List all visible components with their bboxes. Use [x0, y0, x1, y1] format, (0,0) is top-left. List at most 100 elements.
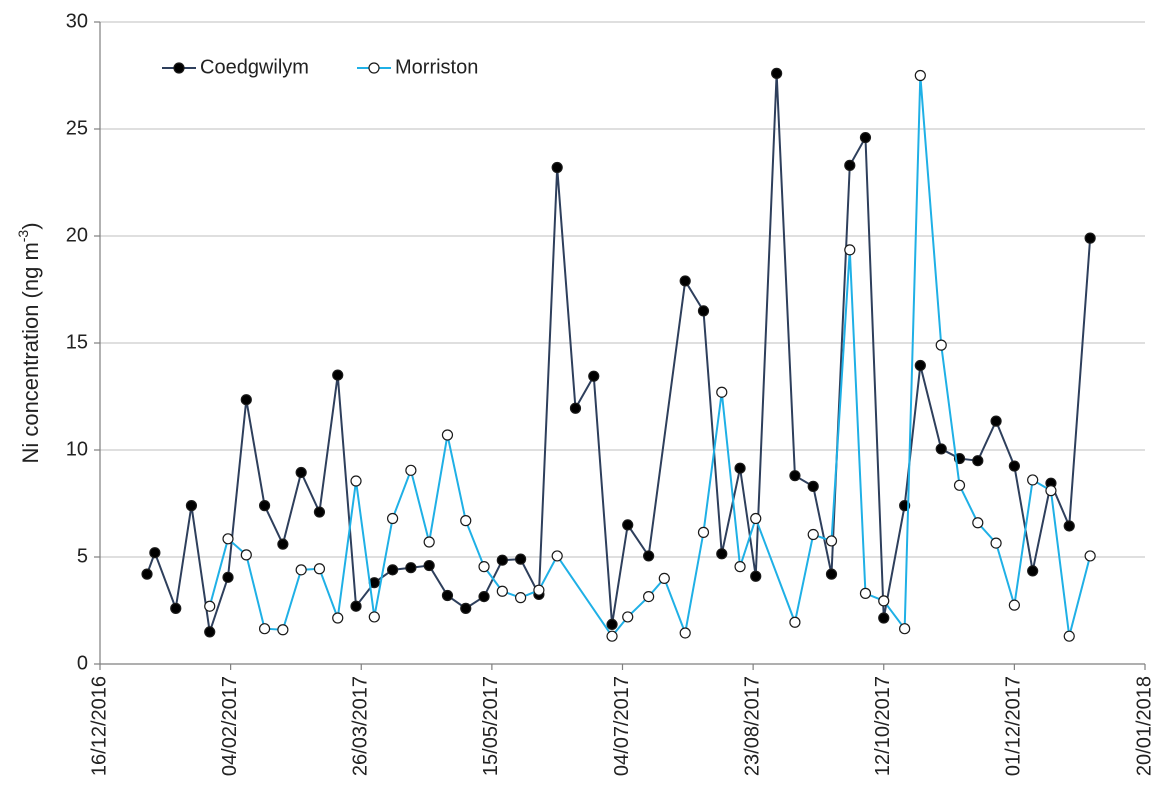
data-point	[405, 562, 417, 574]
data-point	[859, 587, 872, 599]
data-point	[622, 519, 634, 531]
x-tick-label: 20/01/2018	[1133, 676, 1155, 776]
data-point	[1084, 550, 1096, 562]
data-point	[878, 595, 890, 607]
data-point	[387, 564, 399, 576]
data-point	[222, 533, 234, 545]
data-point	[478, 561, 490, 573]
data-point	[734, 462, 746, 474]
y-tick-label: 10	[66, 438, 88, 460]
data-point	[515, 592, 527, 604]
data-point	[1063, 630, 1075, 642]
data-point	[441, 429, 454, 441]
data-point	[350, 475, 362, 487]
data-point	[734, 561, 746, 573]
data-point	[423, 559, 435, 572]
data-point	[990, 537, 1002, 549]
x-tick-label: 16/12/2016	[88, 676, 110, 776]
data-point	[588, 370, 600, 382]
data-point	[350, 600, 362, 612]
data-point	[807, 528, 819, 541]
data-point	[606, 618, 618, 631]
data-point	[972, 517, 984, 529]
data-point	[185, 500, 198, 512]
data-point	[332, 612, 344, 624]
data-point	[240, 394, 252, 406]
data-point	[1084, 232, 1096, 244]
data-point	[878, 612, 890, 624]
x-tick-label: 15/05/2017	[480, 676, 502, 776]
data-point	[204, 600, 216, 612]
data-point	[697, 526, 710, 538]
data-point	[750, 570, 762, 582]
data-point	[460, 515, 472, 527]
legend-marker	[173, 62, 185, 74]
data-point	[716, 386, 728, 398]
x-tick-label: 04/07/2017	[611, 676, 633, 776]
data-point	[515, 553, 527, 565]
data-point	[771, 67, 783, 79]
data-point	[313, 506, 326, 518]
data-point	[240, 549, 252, 561]
data-point	[606, 630, 618, 642]
data-point	[844, 159, 856, 171]
y-axis-label-sup: -3	[15, 230, 31, 243]
data-point	[368, 611, 380, 623]
data-point	[258, 623, 271, 635]
data-point	[551, 161, 563, 174]
legend-label: Coedgwilym	[200, 56, 309, 78]
legend-label: Morriston	[395, 56, 478, 78]
data-point	[204, 626, 216, 638]
data-point	[387, 512, 399, 525]
data-point	[496, 585, 508, 597]
x-tick-label: 12/10/2017	[872, 676, 894, 776]
data-point	[222, 571, 234, 583]
data-point	[170, 602, 182, 614]
data-point	[277, 538, 289, 550]
data-point	[277, 624, 289, 636]
data-point	[807, 480, 819, 492]
data-point	[679, 275, 691, 287]
data-point	[313, 563, 326, 575]
data-point	[953, 479, 966, 491]
data-point	[658, 572, 670, 585]
data-point	[496, 554, 508, 566]
data-point	[914, 69, 926, 82]
data-point	[423, 536, 435, 548]
data-point	[1008, 460, 1020, 472]
x-tick-label: 04/02/2017	[219, 676, 241, 776]
data-point	[825, 535, 838, 547]
series-line	[146, 73, 1092, 633]
data-point	[149, 547, 161, 559]
data-point	[697, 305, 710, 317]
data-point	[825, 568, 838, 580]
y-axis-label-end: )	[18, 222, 43, 229]
y-axis-label: Ni concentration (ng m-3)	[15, 222, 43, 463]
data-point	[295, 466, 307, 479]
data-point	[295, 564, 307, 576]
x-tick-label: 26/03/2017	[350, 676, 372, 776]
data-point	[405, 464, 417, 476]
y-axis-label-main: Ni concentration (ng m	[18, 242, 43, 463]
data-point	[899, 623, 911, 635]
data-point	[551, 550, 563, 562]
data-point	[914, 359, 926, 372]
data-point	[478, 590, 490, 603]
data-point	[1008, 599, 1020, 611]
data-point	[622, 611, 634, 623]
data-point	[643, 590, 655, 603]
data-point	[972, 455, 984, 467]
data-point	[859, 131, 872, 144]
data-point	[679, 627, 691, 639]
data-point	[1027, 565, 1039, 577]
data-point	[332, 369, 344, 381]
y-tick-label: 15	[66, 331, 88, 353]
data-point	[1063, 520, 1075, 532]
legend-marker	[368, 62, 380, 74]
y-tick-label: 25	[66, 117, 88, 139]
x-tick-label: 23/08/2017	[741, 676, 763, 776]
data-point	[643, 550, 655, 562]
data-point	[569, 402, 582, 414]
y-tick-label: 5	[77, 545, 88, 567]
